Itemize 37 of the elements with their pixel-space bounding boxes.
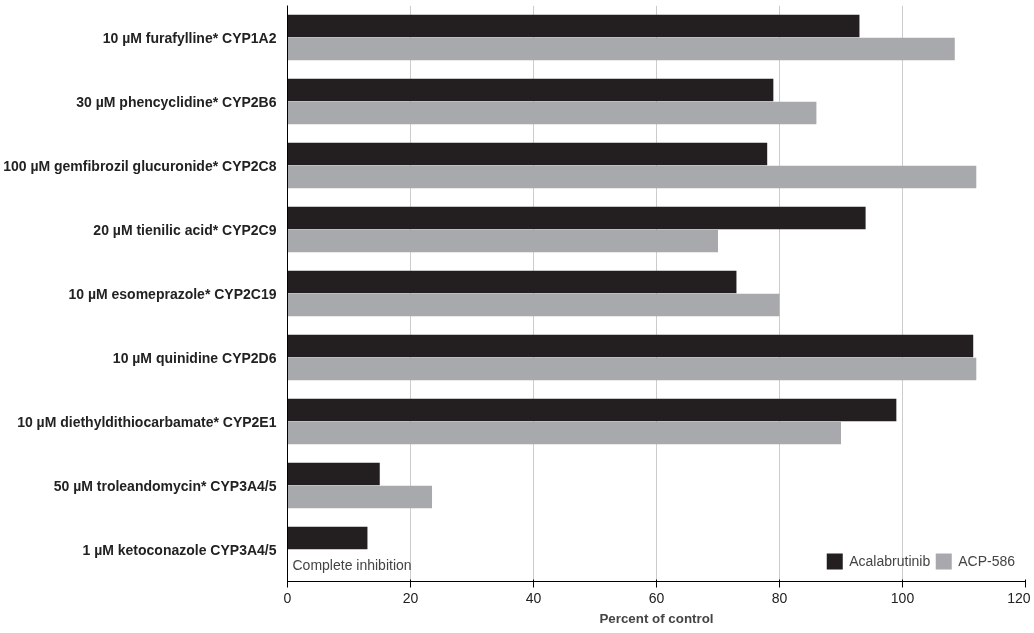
bar — [287, 357, 977, 381]
y-tick-label: 10 µM quinidine CYP2D6 — [112, 349, 277, 366]
bar — [287, 37, 955, 61]
bar — [287, 462, 380, 486]
x-tick-label: 0 — [283, 589, 292, 606]
y-tick-label: 1 µM ketoconazole CYP3A4/5 — [82, 541, 277, 558]
bar — [287, 101, 817, 125]
x-axis-title: Percent of control — [599, 610, 714, 626]
y-tick-label: 10 µM esomeprazole* CYP2C19 — [68, 285, 277, 302]
y-tick-label: 100 µM gemfibrozil glucuronide* CYP2C8 — [3, 157, 277, 174]
bar — [287, 485, 433, 509]
bar — [287, 526, 368, 550]
legend-label: ACP-586 — [958, 553, 1015, 569]
bar — [287, 421, 841, 445]
bar — [287, 293, 780, 317]
bar — [287, 14, 860, 38]
bar — [287, 165, 977, 189]
x-tick-label: 20 — [402, 589, 419, 606]
y-tick-label: 10 µM diethyldithiocarbamate* CYP2E1 — [17, 413, 277, 430]
bar — [287, 142, 768, 166]
annotation: Complete inhibition — [292, 556, 412, 573]
bar — [287, 334, 974, 358]
bar — [287, 398, 897, 422]
bar — [287, 206, 866, 230]
bar — [287, 270, 737, 294]
y-tick-label: 20 µM tienilic acid* CYP2C9 — [93, 221, 277, 238]
x-tick-label: 80 — [771, 589, 788, 606]
x-tick-label: 100 — [890, 589, 915, 606]
bar — [287, 78, 774, 102]
x-tick-label: 120 — [1007, 589, 1031, 606]
x-tick-label: 60 — [648, 589, 665, 606]
y-tick-label: 50 µM troleandomycin* CYP3A4/5 — [53, 477, 277, 494]
y-tick-label: 10 µM furafylline* CYP1A2 — [102, 29, 277, 46]
bar — [287, 229, 718, 253]
x-tick-label: 40 — [525, 589, 542, 606]
legend-label: Acalabrutinib — [849, 553, 931, 569]
y-tick-label: 30 µM phencyclidine* CYP2B6 — [76, 93, 277, 110]
